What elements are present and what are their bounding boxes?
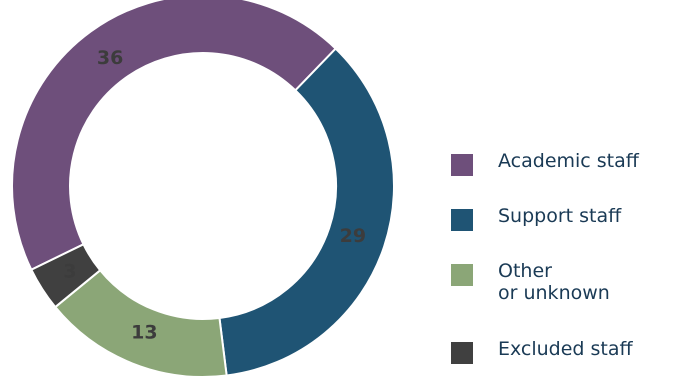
data-label-excluded-staff: 3	[63, 260, 76, 282]
legend-swatch-other-or-unknown	[451, 264, 473, 286]
slice-support-staff	[218, 47, 395, 377]
legend-swatch-academic-staff	[451, 154, 473, 176]
donut-data-labels: 36 29 13 3	[63, 47, 366, 344]
data-label-other-or-unknown: 13	[131, 322, 157, 344]
slice-academic-staff	[11, 0, 338, 272]
legend-item-academic-staff: Academic staff	[451, 150, 639, 176]
legend-swatch-support-staff	[451, 209, 473, 231]
legend-label-excluded-staff: Excluded staff	[498, 338, 633, 360]
slice-excluded-staff	[29, 242, 102, 309]
legend-swatch-excluded-staff	[451, 342, 473, 364]
legend-item-excluded-staff: Excluded staff	[451, 338, 633, 364]
data-label-support-staff: 29	[340, 225, 366, 247]
legend-label-support-staff: Support staff	[498, 205, 622, 227]
data-label-academic-staff: 36	[97, 47, 123, 69]
legend-label-academic-staff: Academic staff	[498, 150, 639, 172]
donut-slices	[11, 0, 395, 378]
legend-item-other-or-unknown: Other or unknown	[451, 260, 610, 304]
legend-item-support-staff: Support staff	[451, 205, 621, 231]
legend-label-other-or-unknown: Other or unknown	[498, 260, 610, 304]
